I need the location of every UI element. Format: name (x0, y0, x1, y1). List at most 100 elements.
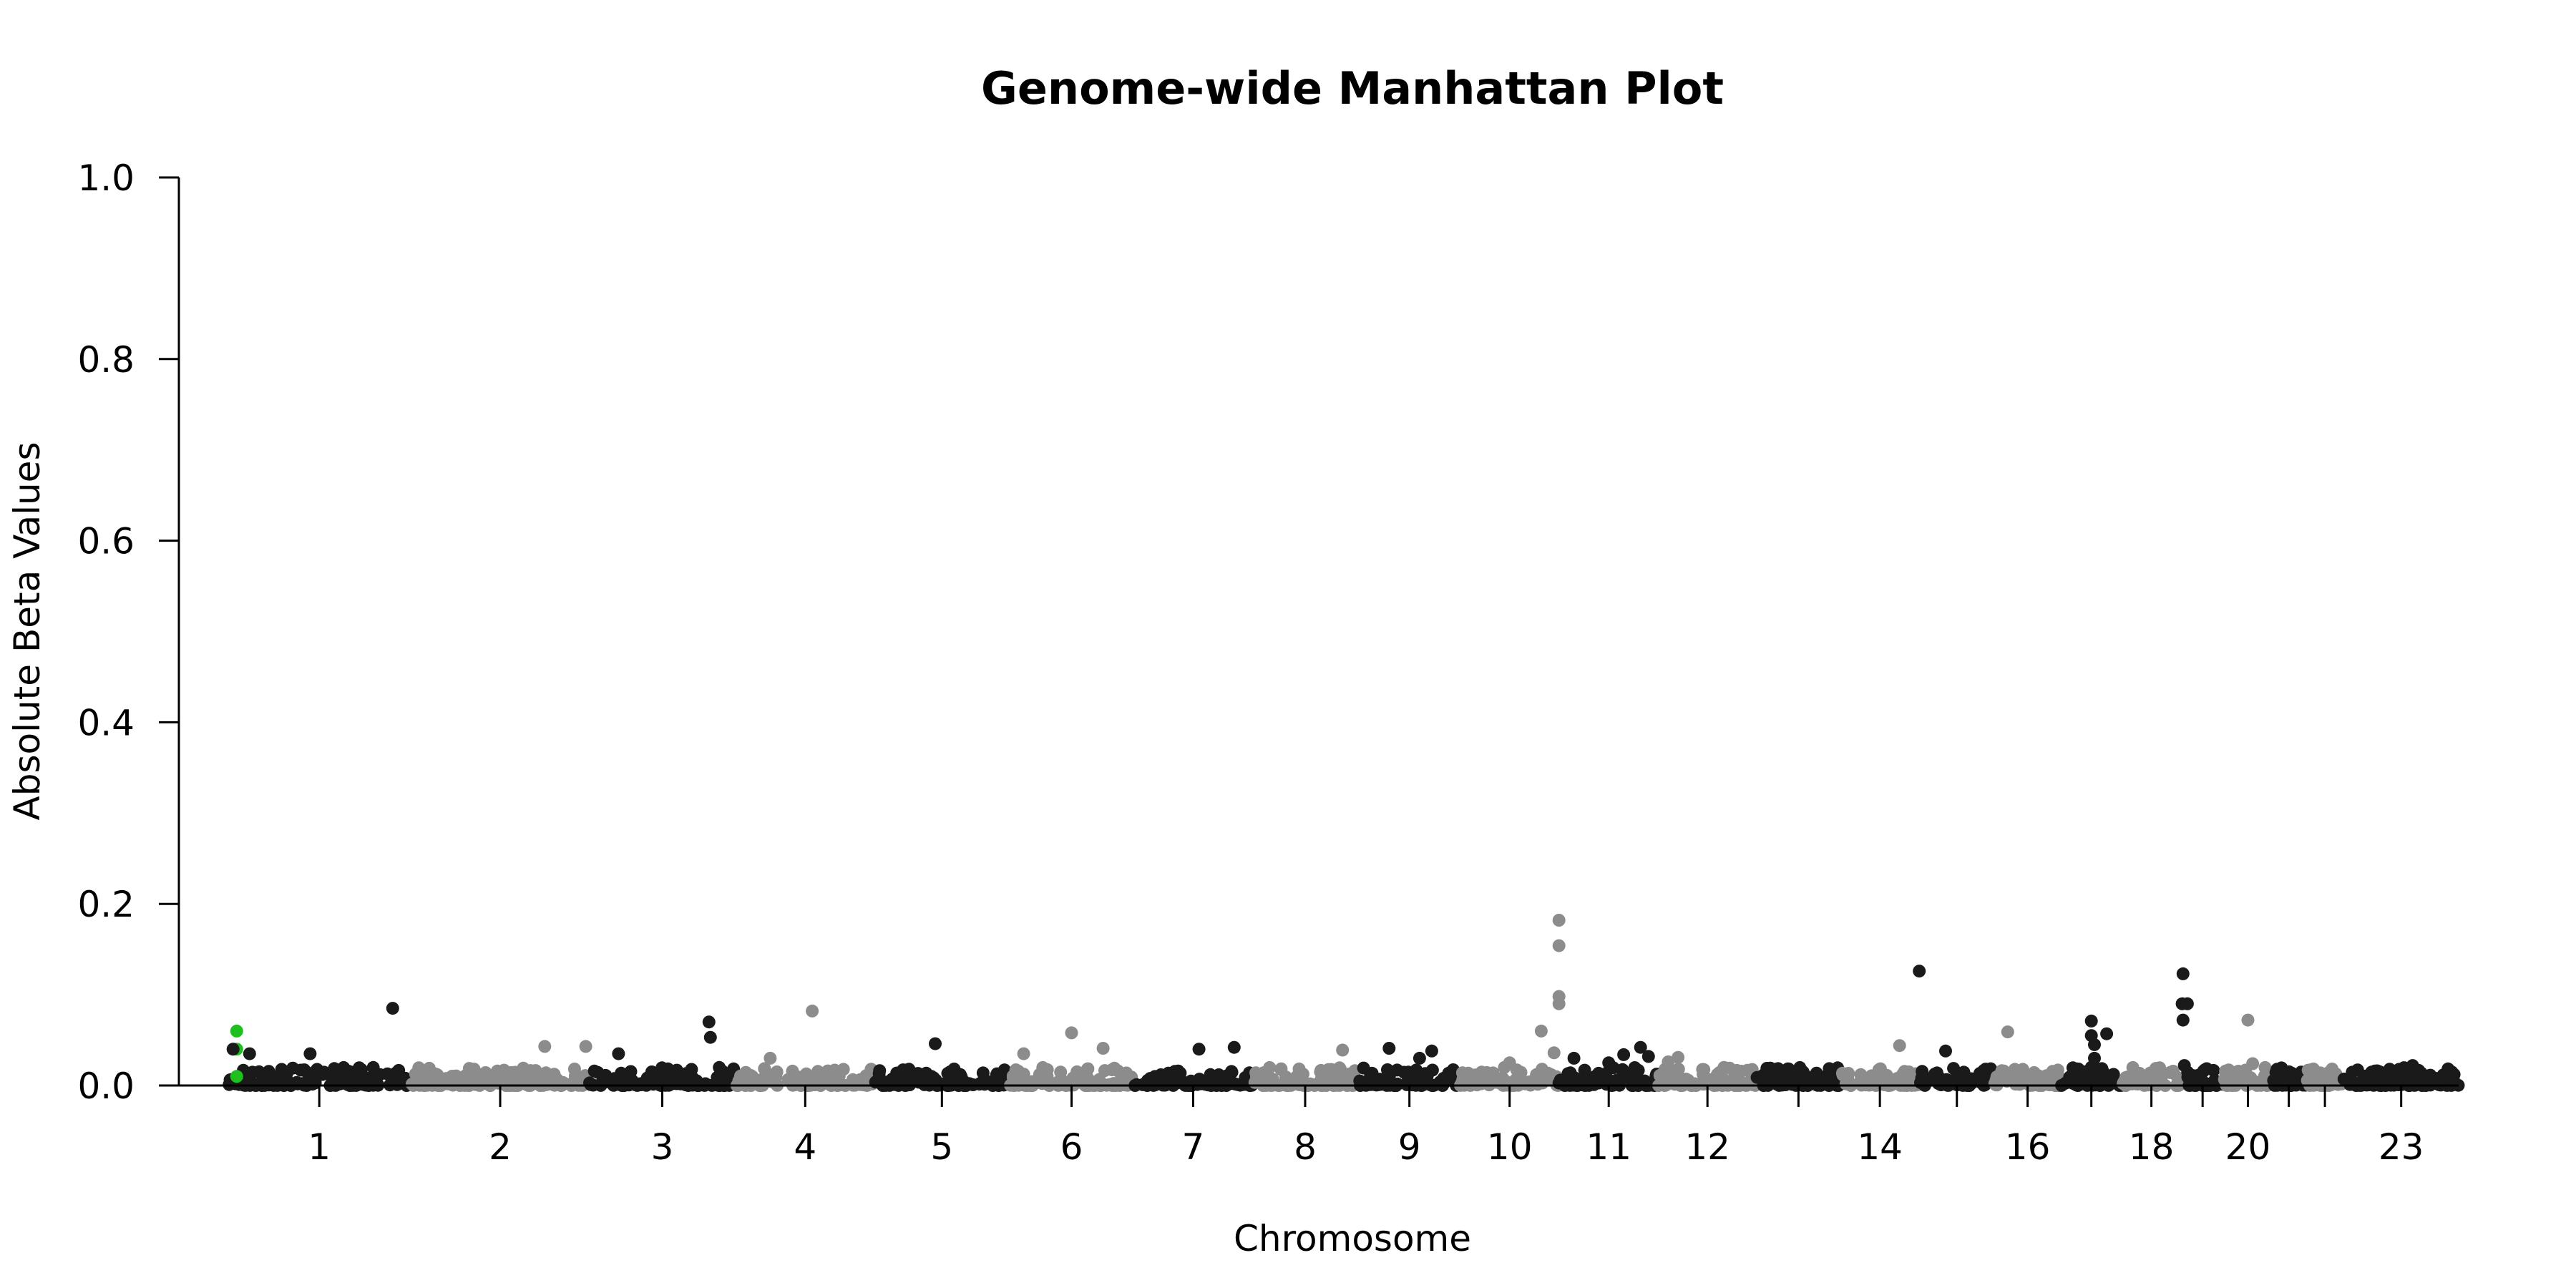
data-point (1611, 1073, 1625, 1086)
data-point (943, 1065, 957, 1078)
data-point (1098, 1064, 1111, 1078)
data-point (1914, 1075, 1927, 1089)
data-point (386, 1002, 399, 1015)
data-point (2327, 1068, 2341, 1081)
data-point (1928, 1068, 1941, 1080)
data-point (755, 1073, 769, 1087)
data-point (262, 1065, 275, 1078)
data-point (2051, 1063, 2064, 1077)
data-point (2088, 1038, 2101, 1051)
x-tick-label: 10 (1487, 1126, 1533, 1168)
data-point (1552, 914, 1566, 927)
data-point (1017, 1047, 1030, 1060)
data-point (1336, 1043, 1350, 1057)
y-tick-label: 0.8 (77, 339, 135, 381)
data-point (1695, 1077, 1709, 1091)
data-point (230, 1070, 243, 1083)
y-tick-label: 0.4 (77, 702, 135, 743)
data-point (2126, 1060, 2140, 1074)
data-point (1054, 1065, 1068, 1079)
data-point (2180, 997, 2194, 1010)
data-point (1217, 1078, 1231, 1091)
data-point (978, 1078, 991, 1091)
data-point (1357, 1061, 1370, 1075)
data-point (1017, 1068, 1030, 1081)
data-point (1080, 1063, 1094, 1076)
x-tick-label: 23 (2379, 1126, 2424, 1168)
data-point (1065, 1026, 1078, 1040)
data-point (484, 1077, 497, 1090)
data-point (1836, 1068, 1850, 1082)
x-axis: 1 2 3 4 5 6 7 8 9 10 11 12 14 16 18 20 23 (179, 1084, 2459, 1168)
y-tick-label: 0.0 (77, 1065, 135, 1107)
data-point (2177, 1059, 2191, 1073)
data-point (1547, 1046, 1561, 1060)
data-point (1201, 1077, 1215, 1091)
data-point (1854, 1068, 1868, 1081)
data-point (2441, 1062, 2455, 1075)
data-point (703, 1030, 717, 1044)
data-point (1314, 1063, 1328, 1077)
data-point (1437, 1071, 1450, 1085)
data-point (1534, 1024, 1548, 1038)
data-point (2167, 1065, 2180, 1078)
data-point (230, 1024, 243, 1038)
data-point (1634, 1040, 1647, 1054)
data-point (2246, 1057, 2260, 1070)
data-point (1913, 965, 1926, 978)
data-point (1076, 1077, 1090, 1091)
data-point (2016, 1063, 2029, 1076)
data-point (538, 1040, 552, 1053)
data-point (2176, 967, 2190, 980)
data-point (1509, 1073, 1522, 1087)
data-point (902, 1063, 916, 1076)
data-point (873, 1064, 887, 1078)
x-axis-label: Chromosome (1234, 1218, 1471, 1259)
data-point (2240, 1073, 2253, 1087)
data-point (1602, 1056, 1616, 1070)
data-point (1266, 1073, 1279, 1086)
data-point (579, 1040, 592, 1053)
data-point (253, 1065, 265, 1078)
data-point (1070, 1065, 1084, 1078)
data-point (1662, 1055, 1675, 1068)
data-point (1898, 1065, 1911, 1078)
data-point (976, 1066, 990, 1080)
x-tick-label: 4 (794, 1126, 816, 1168)
data-point (1040, 1063, 1054, 1076)
data-point (2444, 1072, 2458, 1085)
data-point (1717, 1073, 1731, 1087)
data-point (529, 1064, 542, 1078)
data-point (608, 1072, 621, 1085)
data-point (1096, 1042, 1110, 1055)
data-point (2126, 1073, 2140, 1086)
data-point (547, 1068, 561, 1081)
data-point (336, 1065, 349, 1078)
data-point (265, 1078, 279, 1091)
data-point (591, 1065, 605, 1079)
x-tick-label: 18 (2129, 1126, 2175, 1168)
data-point (2155, 1075, 2169, 1089)
data-point (567, 1063, 581, 1075)
data-point (1617, 1048, 1631, 1061)
y-axis: 0.0 0.2 0.4 0.6 0.8 1.0 (77, 157, 180, 1107)
data-point (355, 1063, 368, 1076)
data-point (802, 1072, 816, 1085)
data-point (2406, 1059, 2419, 1073)
data-point (1390, 1063, 1404, 1077)
data-point (758, 1062, 771, 1075)
data-point (317, 1065, 331, 1079)
data-point (1672, 1050, 1685, 1064)
data-point (2419, 1071, 2433, 1085)
data-point (1503, 1056, 1516, 1070)
data-point (2103, 1069, 2117, 1083)
data-point (280, 1066, 293, 1080)
x-tick-label: 16 (2005, 1126, 2051, 1168)
data-point (1382, 1042, 1396, 1055)
data-point (872, 1073, 884, 1087)
data-point (1165, 1068, 1178, 1082)
y-tick-label: 0.6 (77, 521, 135, 562)
data-point (786, 1064, 799, 1078)
data-point (2285, 1068, 2299, 1082)
